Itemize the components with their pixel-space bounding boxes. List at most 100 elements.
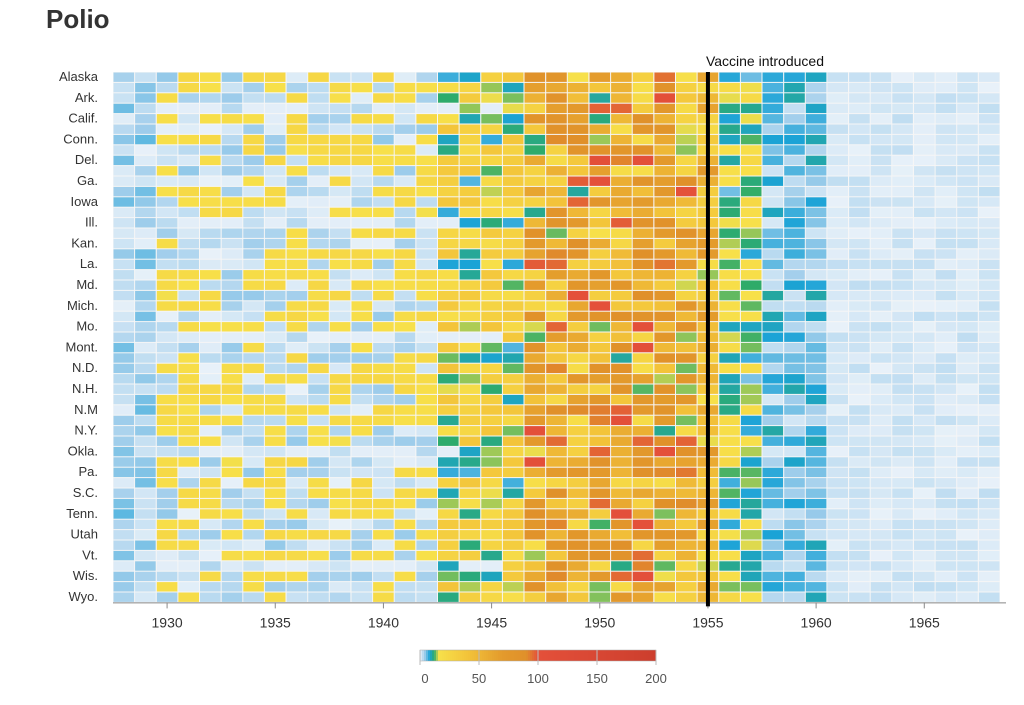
heatmap-cell [286, 498, 308, 509]
heatmap-cell [762, 280, 784, 290]
heatmap-cell [827, 114, 848, 124]
heatmap-cell [719, 571, 740, 582]
state-label: Mont. [65, 339, 98, 354]
heatmap-cell [870, 72, 892, 82]
heatmap-cell [113, 176, 135, 186]
heatmap-cell [416, 592, 437, 602]
heatmap-cell [135, 218, 156, 228]
legend-swatch [426, 650, 429, 661]
heatmap-cell [611, 592, 632, 602]
heatmap-cell [870, 426, 892, 436]
heatmap-cell [156, 270, 178, 280]
heatmap-cell [243, 446, 264, 457]
heatmap-cell [632, 270, 654, 280]
heatmap-cell [719, 478, 740, 488]
legend-swatch [594, 650, 597, 661]
heatmap-cell [351, 280, 373, 290]
heatmap-cell [502, 270, 524, 280]
heatmap-cell [178, 332, 199, 342]
heatmap-cell [459, 592, 481, 602]
legend-swatch [432, 650, 435, 661]
heatmap-cell [589, 124, 611, 134]
heatmap-cell [654, 301, 675, 311]
heatmap-cell [264, 436, 286, 446]
heatmap-cell [286, 592, 308, 602]
heatmap-cell [849, 280, 870, 290]
heatmap-cell [784, 280, 805, 290]
heatmap-cell [546, 519, 567, 530]
heatmap-cell [394, 446, 416, 457]
heatmap-cell [762, 509, 784, 519]
heatmap-cell [264, 311, 286, 322]
heatmap-cell [676, 592, 697, 602]
heatmap-cell [676, 374, 697, 384]
state-label: Ga. [77, 173, 98, 188]
heatmap-cell [957, 228, 978, 238]
heatmap-cell [805, 311, 827, 322]
heatmap-cell [740, 134, 762, 145]
heatmap-cell [589, 186, 611, 197]
heatmap-cell [524, 561, 546, 571]
heatmap-cell [870, 270, 892, 280]
heatmap-cell [611, 259, 632, 270]
heatmap-cell [373, 467, 394, 478]
heatmap-cell [827, 166, 848, 176]
heatmap-cell [438, 374, 459, 384]
heatmap-cell [567, 322, 589, 332]
heatmap-cell [459, 134, 481, 145]
heatmap-cell [892, 166, 913, 176]
heatmap-cell [156, 457, 178, 467]
heatmap-cell [784, 467, 805, 478]
heatmap-cell [264, 228, 286, 238]
heatmap-cell [156, 561, 178, 571]
heatmap-cell [567, 103, 589, 114]
heatmap-cell [221, 290, 243, 301]
heatmap-cell [243, 249, 264, 259]
heatmap-cell [416, 103, 437, 114]
heatmap-cell [135, 530, 156, 540]
heatmap-cell [762, 103, 784, 114]
heatmap-cell [286, 426, 308, 436]
legend-swatch [452, 650, 455, 661]
heatmap-cell [351, 363, 373, 374]
legend-swatch [554, 650, 557, 661]
heatmap-cell [113, 134, 135, 145]
heatmap-cell [308, 249, 329, 259]
heatmap-cell [200, 415, 221, 426]
heatmap-cell [156, 540, 178, 550]
heatmap-cell [546, 374, 567, 384]
heatmap-cell [784, 374, 805, 384]
heatmap-cell [611, 457, 632, 467]
legend-swatch [508, 650, 511, 661]
legend-swatch [550, 650, 553, 661]
heatmap-cell [329, 488, 351, 498]
heatmap-cell [200, 540, 221, 550]
heatmap-cell [632, 498, 654, 509]
heatmap-cell [459, 405, 481, 415]
heatmap-cell [935, 301, 957, 311]
heatmap-cell [135, 582, 156, 592]
heatmap-cell [546, 197, 567, 207]
heatmap-cell [676, 571, 697, 582]
heatmap-cell [113, 155, 135, 166]
heatmap-cell [243, 519, 264, 530]
heatmap-cell [654, 176, 675, 186]
heatmap-cell [329, 467, 351, 478]
heatmap-cell [481, 561, 502, 571]
heatmap-cell [978, 311, 1000, 322]
heatmap-cell [308, 124, 329, 134]
heatmap-cell [308, 363, 329, 374]
heatmap-cell [654, 509, 675, 519]
heatmap-cell [200, 353, 221, 363]
heatmap-cell [935, 124, 957, 134]
heatmap-cell [416, 218, 437, 228]
heatmap-cell [135, 509, 156, 519]
heatmap-cell [784, 311, 805, 322]
heatmap-cell [373, 561, 394, 571]
heatmap-cell [870, 176, 892, 186]
heatmap-cell [957, 93, 978, 103]
heatmap-cell [784, 582, 805, 592]
heatmap-cell [416, 374, 437, 384]
heatmap-cell [243, 415, 264, 426]
legend-swatch [622, 650, 625, 661]
